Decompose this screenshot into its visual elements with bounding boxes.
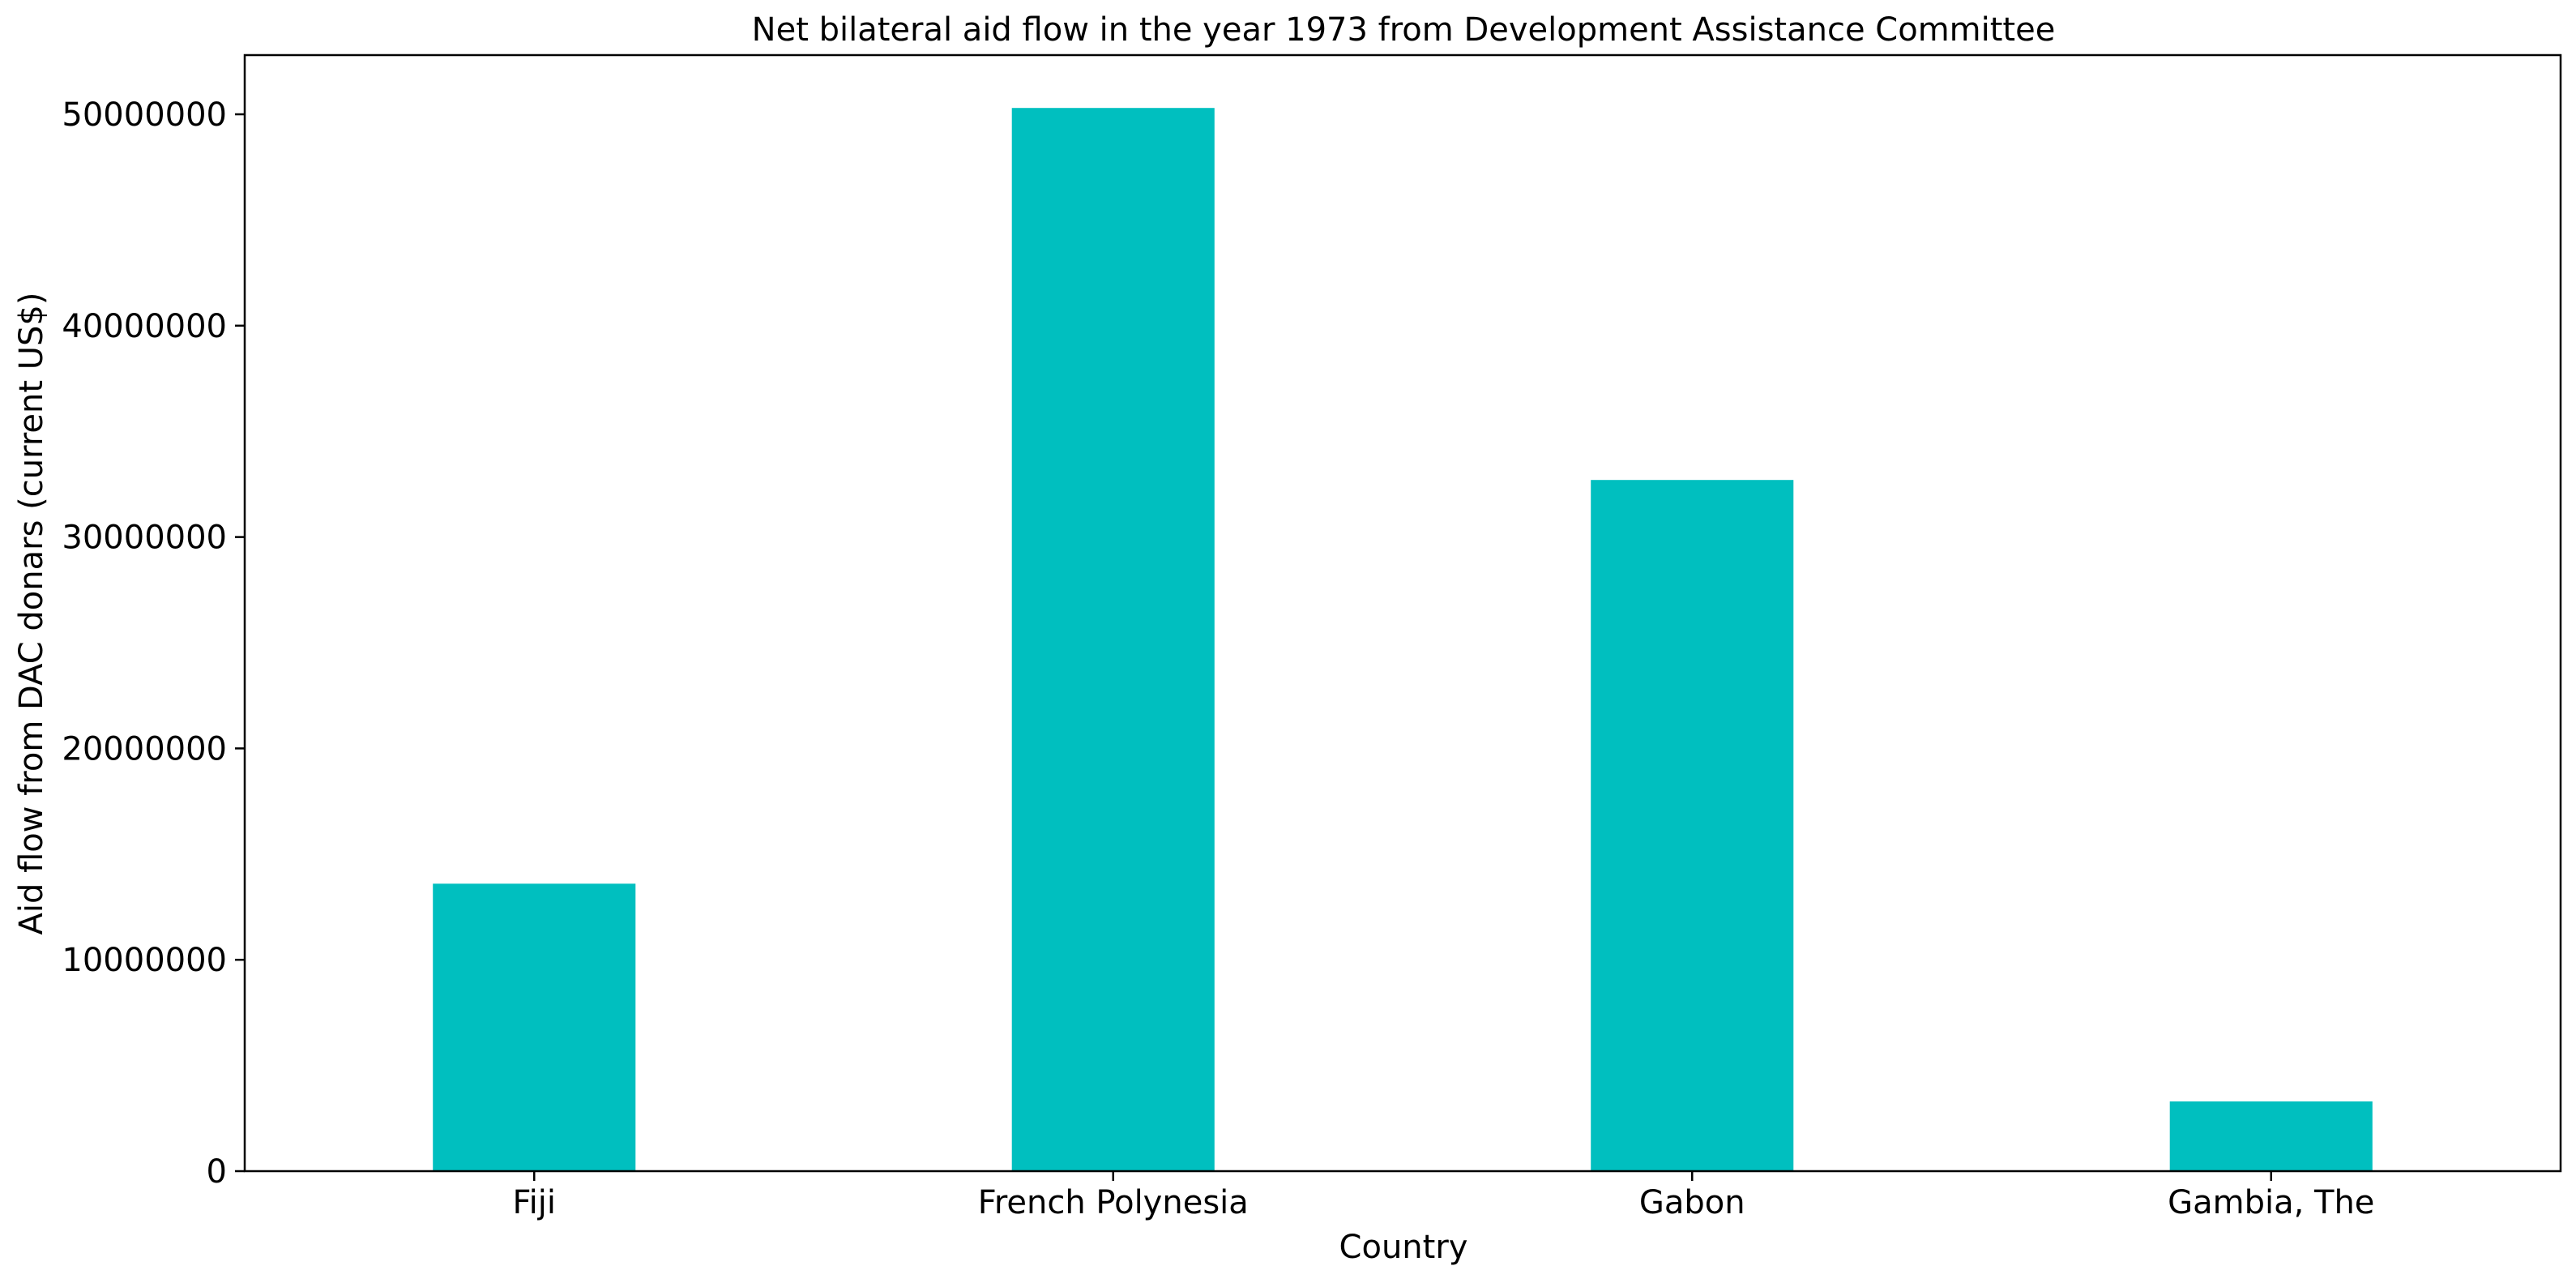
bar-gabon bbox=[1591, 480, 1794, 1171]
x-tick-label: Gabon bbox=[1639, 1184, 1745, 1221]
y-axis-ticks: 0 10000000 20000000 30000000 40000000 5000000… bbox=[62, 96, 245, 1191]
x-tick-label: French Polynesia bbox=[978, 1184, 1249, 1221]
bar-gambia-the bbox=[2169, 1101, 2373, 1171]
plot-frame bbox=[243, 53, 2562, 1173]
x-tick-label: Gambia, The bbox=[2168, 1184, 2374, 1221]
y-tick-label: 40000000 bbox=[62, 308, 227, 345]
y-tick-label: 0 bbox=[207, 1153, 227, 1191]
x-axis-ticks: Fiji French Polynesia Gabon Gambia, The bbox=[513, 1171, 2374, 1221]
y-tick-label: 30000000 bbox=[62, 520, 227, 557]
x-axis-label: Country bbox=[1339, 1229, 1468, 1266]
x-tick-label: Fiji bbox=[513, 1184, 556, 1221]
bars-layer bbox=[433, 108, 2373, 1172]
y-tick-label: 20000000 bbox=[62, 730, 227, 768]
y-tick-label: 50000000 bbox=[62, 96, 227, 134]
y-axis-label: Aid flow from DAC donars (current US$) bbox=[13, 293, 50, 935]
y-tick-label: 10000000 bbox=[62, 942, 227, 979]
bar-french-polynesia bbox=[1011, 108, 1215, 1172]
chart-title: Net bilateral aid flow in the year 1973 … bbox=[752, 11, 2056, 49]
bar-fiji bbox=[433, 883, 636, 1171]
